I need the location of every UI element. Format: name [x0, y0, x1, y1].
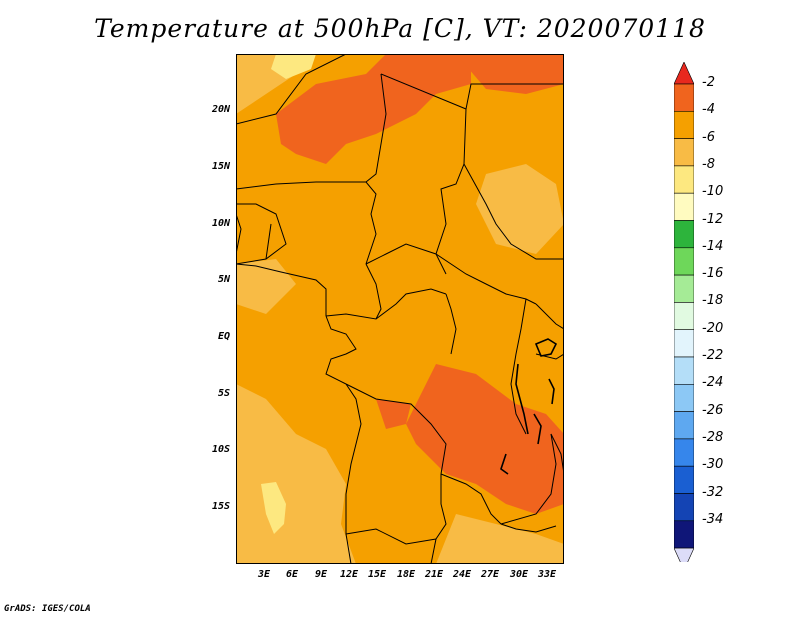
colorbar-label: -4	[702, 102, 715, 118]
lon-label-12e: 12E	[339, 569, 359, 580]
lat-label-10s: 10S	[211, 444, 230, 455]
colorbar-label: -16	[702, 266, 724, 282]
lat-label-20n: 20N	[211, 104, 230, 115]
colorbar-segment	[674, 329, 694, 358]
colorbar	[674, 62, 694, 562]
field-8-6-west-coast	[236, 384, 356, 564]
lakes	[500, 338, 558, 475]
colorbar-label: -28	[702, 429, 724, 445]
colorbar-label: -24	[702, 375, 724, 391]
field-8-6-south	[436, 514, 564, 564]
lat-label-10n: 10N	[211, 218, 230, 229]
colorbar-label: -14	[702, 238, 724, 254]
colorbar-segment	[674, 83, 694, 112]
colorbar-label: -6	[702, 129, 715, 145]
map-frame	[236, 54, 564, 564]
colorbar-segment	[674, 493, 694, 522]
field-8-6-east	[476, 164, 564, 254]
colorbar-segment	[674, 411, 694, 440]
colorbar-label: -8	[702, 156, 715, 172]
lon-label-9e: 9E	[314, 569, 328, 580]
colorbar-segment	[674, 192, 694, 221]
lat-label-15s: 15S	[211, 501, 230, 512]
colorbar-label: -32	[702, 484, 724, 500]
colorbar-segment	[674, 302, 694, 330]
colorbar-segment	[674, 165, 694, 194]
colorbar-segment	[674, 356, 694, 385]
colorbar-label: -12	[702, 211, 724, 227]
colorbar-segment	[674, 274, 694, 303]
country-borders	[236, 54, 564, 564]
field-10-8-spot	[261, 482, 286, 534]
lon-label-27e: 27E	[480, 569, 500, 580]
colorbar-label: -2	[702, 75, 715, 90]
coastline	[236, 213, 327, 316]
colorbar-label: -22	[702, 348, 724, 363]
lon-label-33e: 33E	[537, 569, 557, 580]
colorbar-top-arrow	[674, 62, 694, 85]
colorbar-segment	[674, 383, 694, 412]
colorbar-segment	[674, 110, 694, 139]
lon-label-21e: 21E	[424, 569, 444, 580]
temperature-map	[236, 54, 564, 564]
field-8-6-mid	[236, 259, 296, 314]
colorbar-label: -30	[702, 457, 724, 473]
lon-label-30e: 30E	[509, 569, 529, 580]
colorbar-label: -20	[702, 320, 724, 336]
lon-label-3e: 3E	[257, 569, 271, 580]
field-4-2-west	[376, 399, 411, 429]
colorbar-label: -26	[702, 402, 724, 418]
map-title: Temperature at 500hPa [C], VT: 202007011…	[94, 14, 706, 43]
lon-label-24e: 24E	[452, 569, 472, 580]
lat-label-eq: EQ	[217, 331, 230, 342]
colorbar-segment	[674, 138, 694, 167]
colorbar-segment	[674, 520, 694, 549]
colorbar-label: -34	[702, 511, 724, 527]
colorbar-bottom-arrow	[674, 547, 694, 562]
lat-label-5s: 5S	[217, 388, 230, 399]
colorbar-segment	[674, 465, 694, 494]
colorbar-segment	[674, 438, 694, 467]
colorbar-segment	[674, 247, 694, 276]
lat-label-5n: 5N	[217, 274, 230, 285]
grads-credit: GrADS: IGES/COLA	[4, 604, 91, 614]
colorbar-label: -18	[702, 293, 724, 309]
field-10-8-north	[271, 54, 316, 79]
lon-label-15e: 15E	[367, 569, 387, 580]
field-4-2-north	[276, 54, 471, 164]
lon-label-18e: 18E	[396, 569, 416, 580]
lon-label-6e: 6E	[285, 569, 299, 580]
colorbar-segment	[674, 220, 694, 249]
colorbar-label: -10	[702, 184, 724, 200]
lat-label-15n: 15N	[211, 161, 230, 172]
field-4-2-central	[406, 364, 564, 514]
